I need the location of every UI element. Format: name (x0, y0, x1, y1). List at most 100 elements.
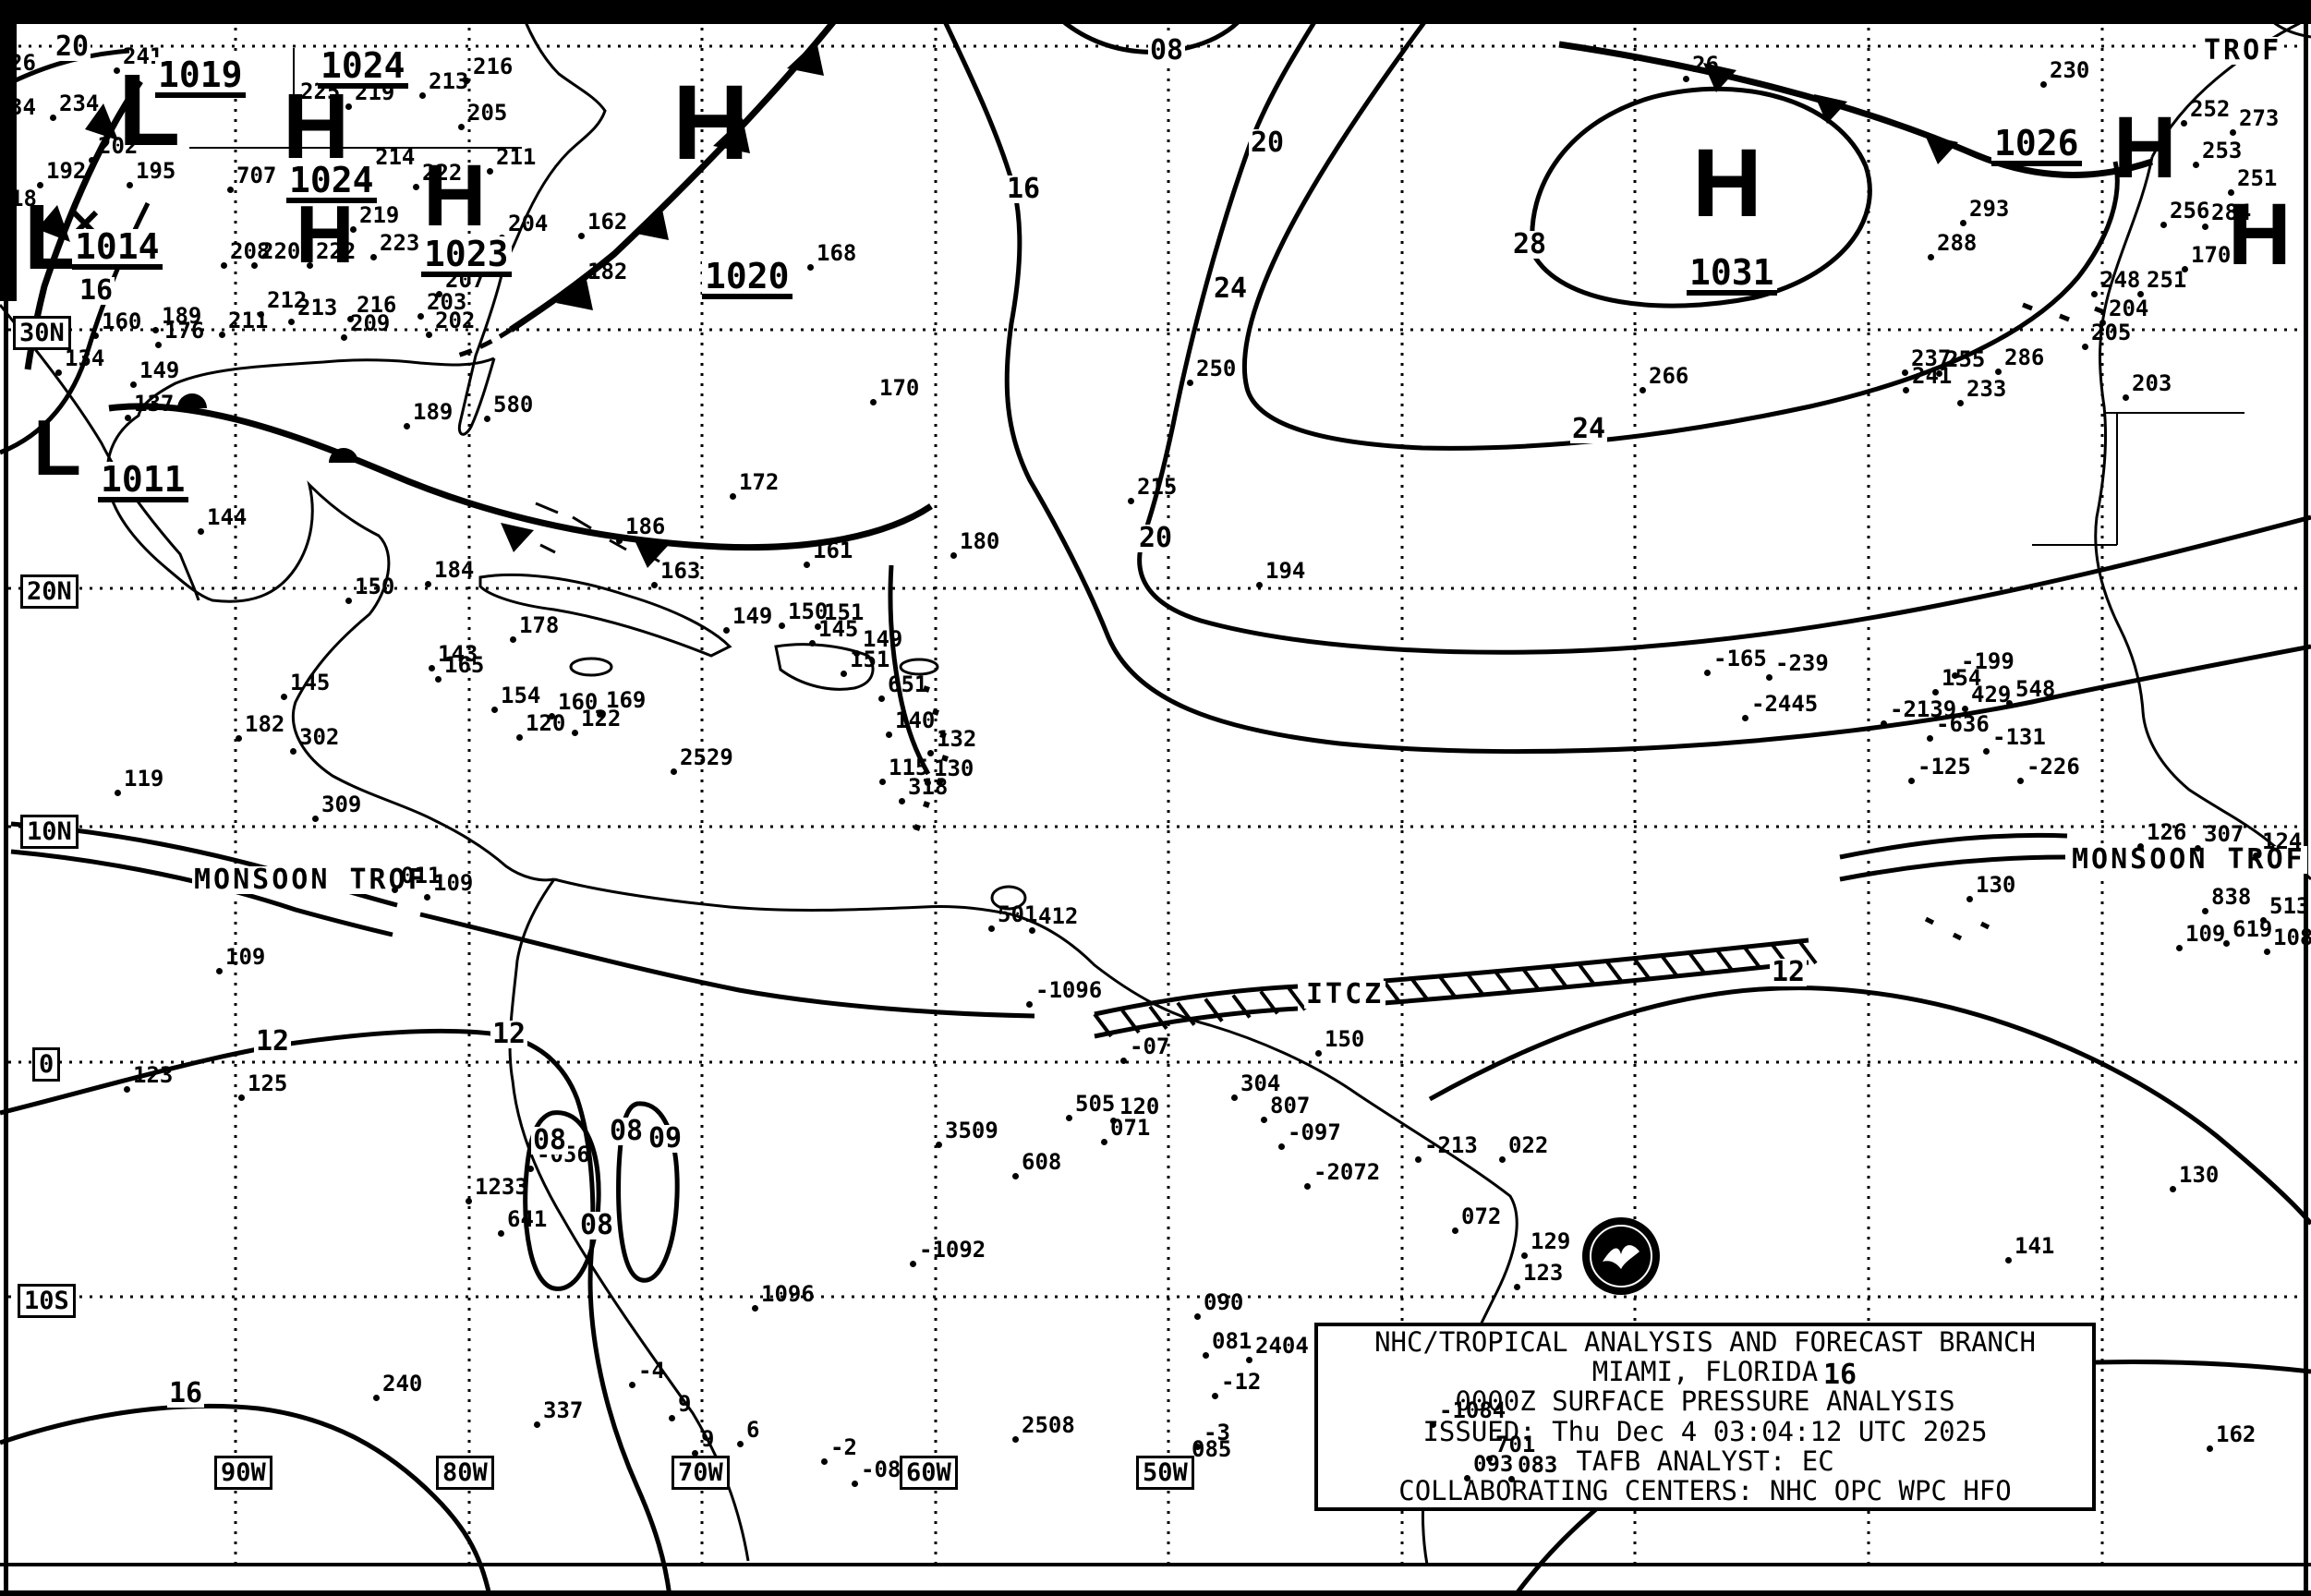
station-dot (1881, 720, 1887, 727)
station-dot (1952, 672, 1958, 679)
station-value: 212 (267, 287, 308, 313)
pressure-center-glyph: H (2228, 186, 2292, 284)
itcz-hatch-line (1382, 979, 1402, 1005)
station-value: -239 (1775, 650, 1829, 676)
station-value: 412 (1038, 903, 1079, 929)
info-product: 0000Z SURFACE PRESSURE ANALYSIS (1455, 1385, 1955, 1418)
station-dot (1066, 1115, 1072, 1121)
station-dot (221, 262, 227, 269)
border-lines (189, 48, 2244, 546)
itcz-hatch-line (1437, 974, 1458, 999)
station-dot (370, 254, 377, 260)
right-frame-line (2304, 0, 2308, 1596)
itcz-hatch-line (1287, 986, 1307, 1011)
station-dot (219, 332, 225, 338)
station-dot (484, 416, 490, 422)
station-dot (426, 332, 432, 338)
station-dot (1430, 1421, 1436, 1428)
station-dot (2260, 917, 2267, 924)
station-dot (198, 528, 204, 535)
station-dot (251, 262, 258, 269)
station-dot (723, 627, 730, 634)
station-dot (1927, 735, 1933, 742)
station-dot (2017, 778, 2024, 784)
station-dot (730, 493, 736, 500)
monsoon-trof-label-left: MONSOON TROF (192, 864, 430, 896)
isobar-label: 24 (1212, 272, 1250, 305)
station-value: 140 (895, 707, 936, 733)
station-value: 838 (2211, 884, 2252, 910)
station-dot (804, 562, 810, 568)
station-dot (1194, 1444, 1201, 1450)
station-value: 701 (1495, 1432, 1536, 1457)
station-value: -4 (638, 1358, 665, 1384)
station-value: 132 (937, 726, 977, 752)
station-value: 090 (1204, 1289, 1244, 1315)
station-value: 123 (133, 1062, 174, 1088)
pressure-center-glyph: H (672, 64, 749, 182)
pressure-center-glyph: H (1692, 129, 1762, 237)
station-value: 707 (236, 163, 277, 188)
info-analyst: TAFB ANALYST: EC (1576, 1445, 1834, 1477)
lon-label: 90W (214, 1456, 272, 1490)
station-dot (527, 1166, 534, 1172)
station-value: -1092 (919, 1237, 986, 1263)
station-value: 302 (299, 724, 340, 750)
station-dot (597, 711, 603, 718)
station-value: 176 (164, 318, 205, 344)
station-dot (2137, 843, 2144, 850)
station-dot (1278, 1143, 1285, 1150)
isobar-16-southwest (0, 1403, 492, 1596)
isobar-label: 20 (54, 30, 91, 63)
itcz-hatches (1093, 939, 1818, 1038)
station-dot (1231, 1094, 1238, 1101)
station-dot (1012, 1173, 1019, 1179)
station-value: 204 (2109, 296, 2149, 321)
station-value: 186 (625, 514, 666, 539)
station-dot (1508, 1476, 1515, 1482)
station-dot (288, 319, 295, 325)
isobar-label: 28 (1511, 228, 1549, 260)
station-dot (290, 748, 296, 755)
station-dot (1012, 1436, 1019, 1443)
station-value: 184 (434, 557, 475, 583)
station-value: 163 (660, 558, 701, 584)
station-value: 108 (2273, 925, 2311, 950)
station-dot (2223, 940, 2230, 947)
station-value: 213 (297, 295, 338, 320)
station-value: -199 (1961, 648, 2015, 674)
station-value: 124 (2262, 828, 2303, 854)
station-value: 150 (1325, 1026, 1365, 1052)
coast-trinidad (990, 885, 1027, 911)
station-value: 192 (46, 158, 87, 184)
station-dot (114, 67, 120, 74)
station-dot (341, 334, 347, 341)
itcz-hatch-line (1631, 955, 1652, 981)
border-africa (2032, 412, 2244, 546)
station-dot (345, 598, 352, 604)
station-value: 1096 (761, 1281, 815, 1307)
station-value: 109 (225, 944, 266, 970)
isobar-label: 09 (647, 1122, 684, 1155)
station-dot (1110, 1118, 1117, 1124)
station-value: 252 (2190, 96, 2231, 122)
station-dot (852, 1481, 858, 1487)
station-dot (853, 650, 860, 657)
station-value: 011 (401, 863, 442, 889)
station-value: 115 (889, 755, 929, 780)
station-value: 234 (59, 91, 100, 116)
station-dot (1966, 896, 1973, 902)
info-centers: COLLABORATING CENTERS: NHC OPC WPC HFO (1398, 1474, 2012, 1506)
station-value: 304 (1240, 1070, 1281, 1096)
station-value: 172 (739, 469, 780, 495)
station-value: -636 (1936, 711, 1990, 737)
station-value: 202 (435, 308, 476, 333)
station-dot (737, 1441, 744, 1447)
station-value: 337 (543, 1397, 584, 1423)
station-value: -131 (1992, 724, 2046, 750)
station-dot (1639, 387, 1646, 393)
info-issued: ISSUED: Thu Dec 4 03:04:12 UTC 2025 (1422, 1415, 1988, 1447)
isobar-12-east (1428, 985, 2311, 1226)
station-dot (779, 623, 785, 629)
station-value: 233 (1966, 376, 2007, 402)
